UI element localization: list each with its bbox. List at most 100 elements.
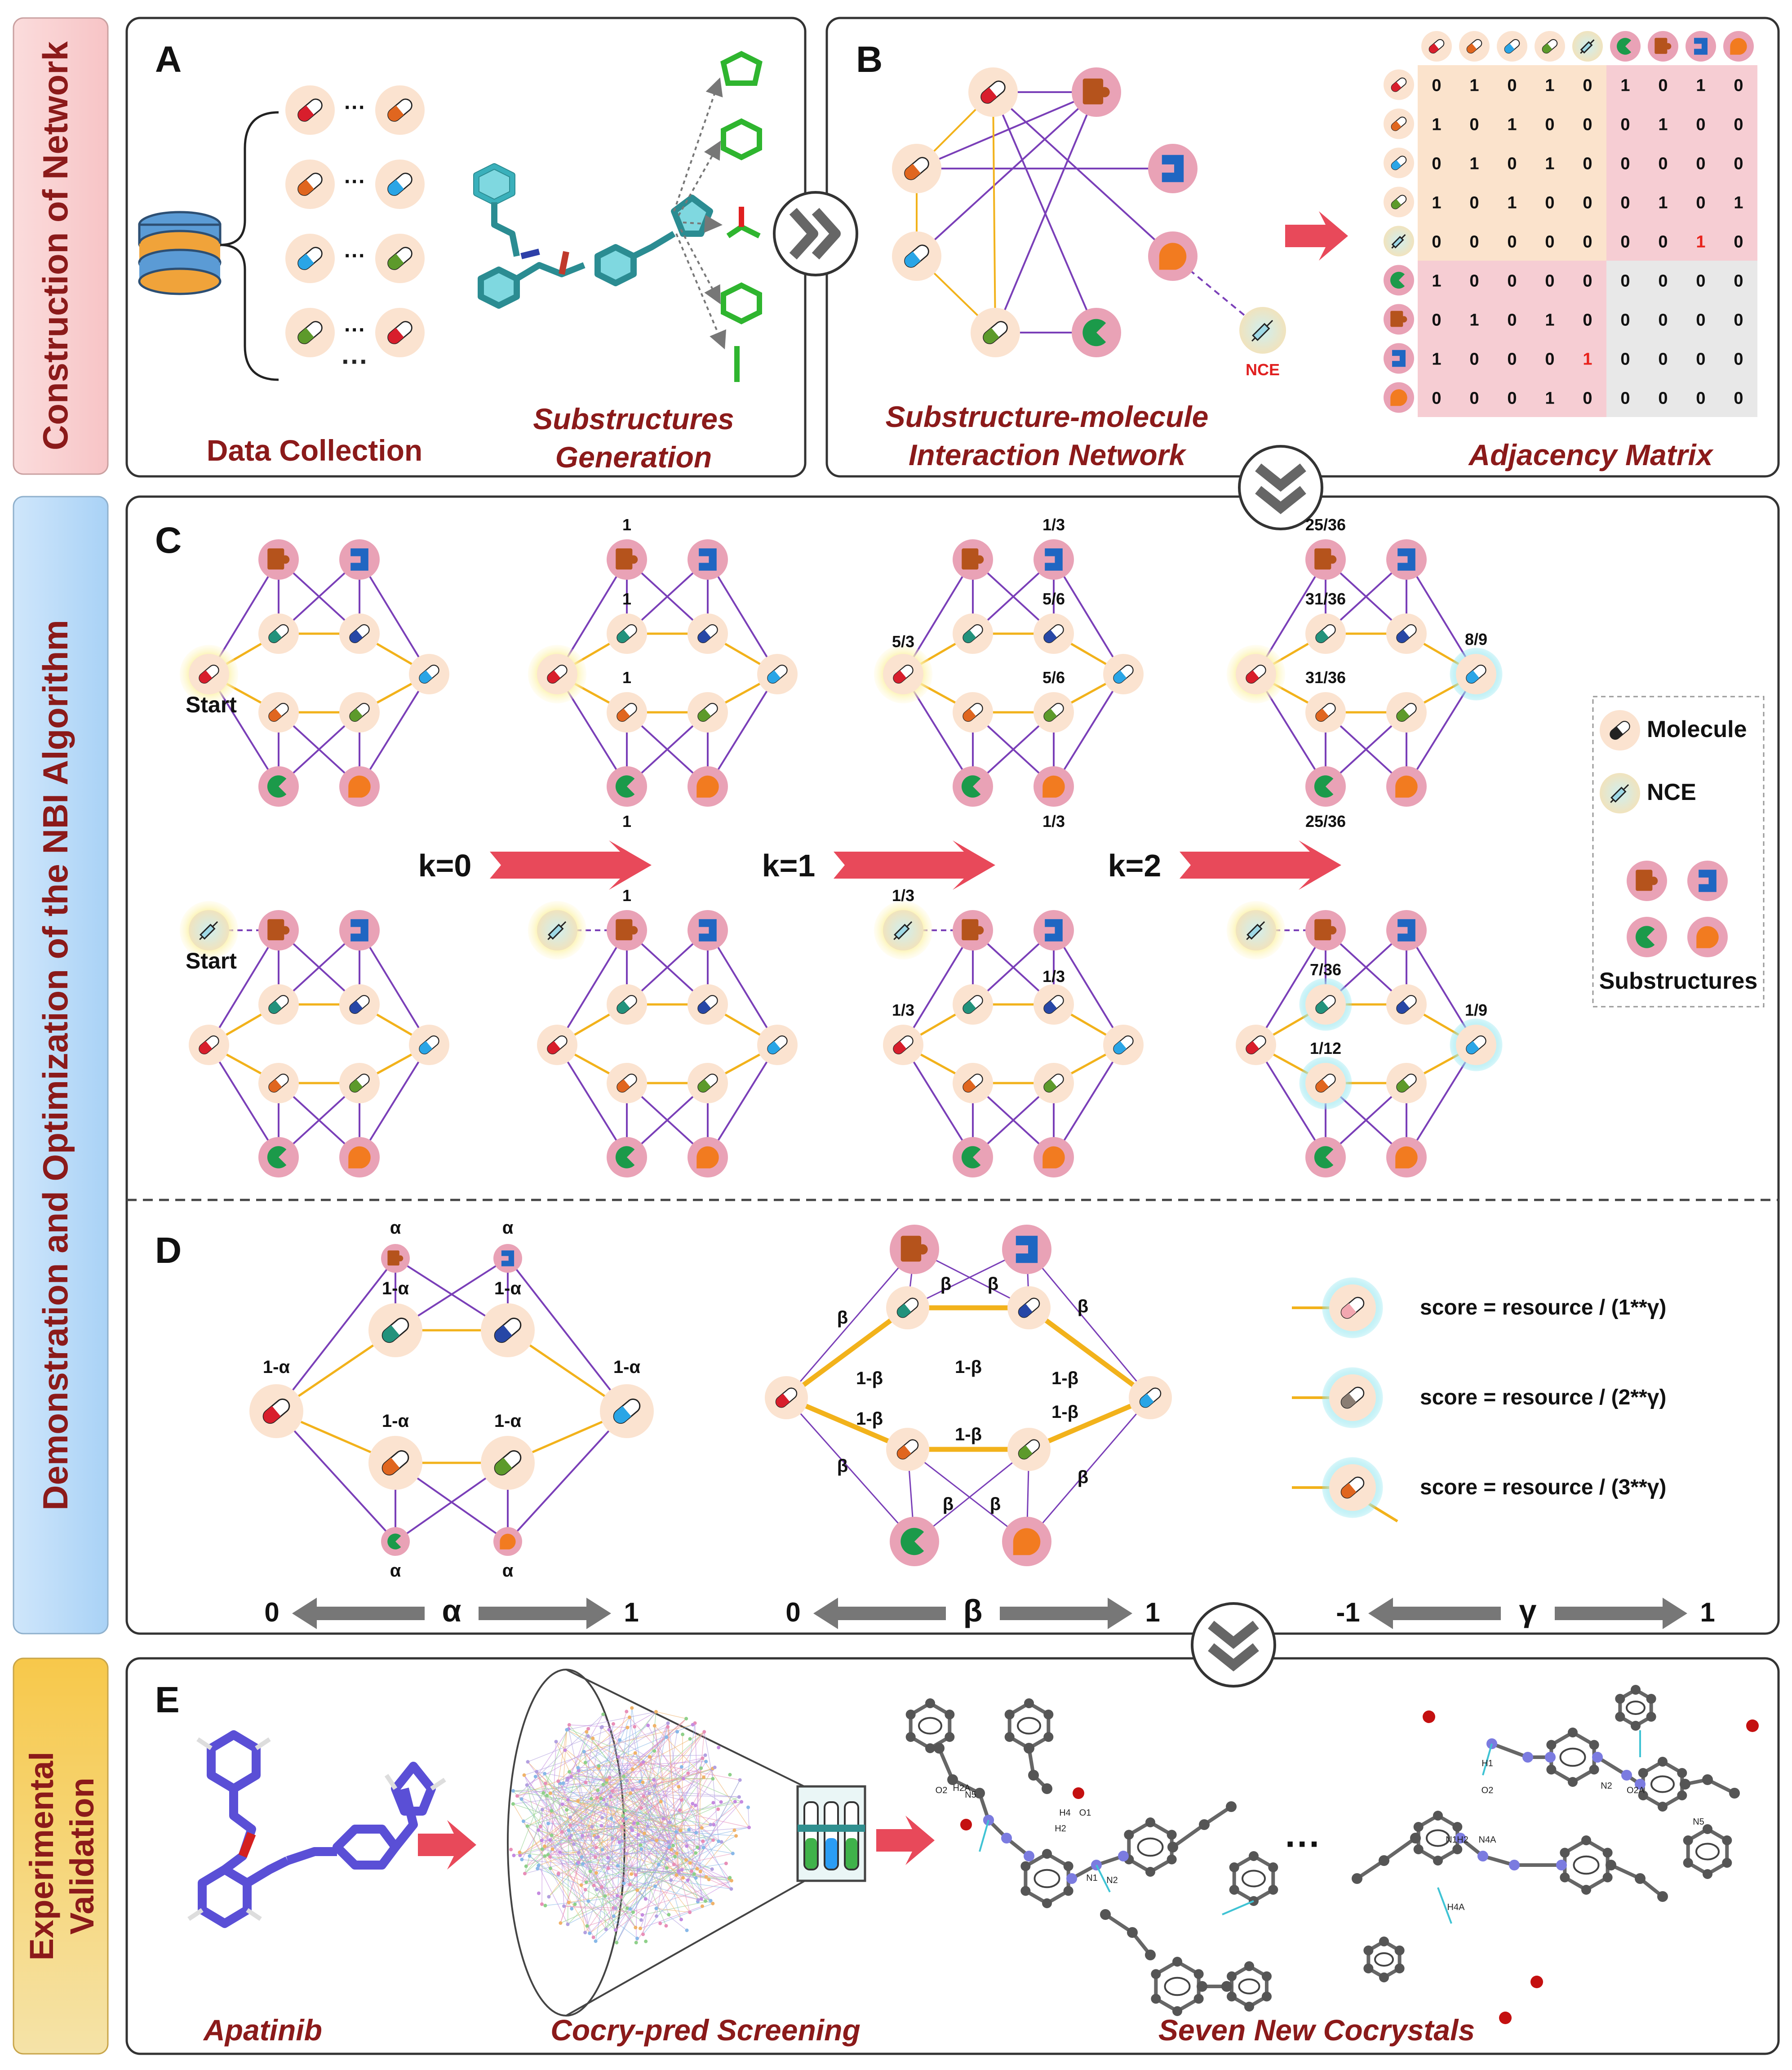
network-node [588, 1931, 592, 1935]
graph-edge [359, 929, 430, 1046]
network-edge [544, 1728, 589, 1847]
network-edge [526, 1785, 543, 1849]
molecule-icon [339, 692, 380, 733]
drop-substructure-icon [339, 766, 380, 807]
atom [1127, 1927, 1138, 1938]
atom [1024, 1698, 1034, 1708]
network-edge [567, 1729, 719, 1842]
graph-edge [785, 1395, 909, 1452]
node-value-label: 1/9 [1465, 1001, 1487, 1019]
network-edge [542, 1778, 684, 1850]
matrix-cell: 0 [1507, 350, 1517, 369]
molecule-icon [375, 234, 425, 283]
graph-edge [907, 1448, 1027, 1542]
crescent-substructure-icon [258, 1137, 299, 1177]
drop-substructure-icon [1148, 231, 1198, 281]
red-arrow-icon [1285, 211, 1348, 261]
propagation-graph [874, 539, 1144, 807]
node-value-label: 1 [622, 886, 631, 905]
network-node [630, 1872, 634, 1876]
network-edge [527, 1785, 667, 1869]
network-node [592, 1883, 596, 1888]
atom [1615, 1694, 1625, 1704]
node-value-label: 1-β [955, 1357, 982, 1377]
matrix-cell: 0 [1432, 233, 1441, 252]
network-edge [622, 1708, 633, 1821]
network-edge [713, 1801, 736, 1825]
puzzle-substructure-icon [890, 1225, 939, 1274]
network-node [579, 1883, 583, 1887]
atom-label: H2 [1055, 1824, 1066, 1834]
atom [1020, 1861, 1031, 1871]
atom [1452, 1822, 1463, 1832]
molecule-icon [1129, 1376, 1172, 1419]
atom [1635, 1779, 1646, 1790]
molecule-icon [481, 1303, 535, 1357]
bond [1104, 1913, 1134, 1934]
molecule-icon [1034, 613, 1074, 654]
network-node [520, 1857, 524, 1861]
network-node [612, 1722, 616, 1726]
network-node [625, 1906, 629, 1910]
atom [1066, 1873, 1077, 1884]
aromatic-ring [1695, 1843, 1720, 1861]
red-arrow-icon [418, 1820, 476, 1870]
network-node [621, 1814, 625, 1818]
network-node [685, 1928, 689, 1932]
matrix-cell: 1 [1658, 115, 1668, 134]
network-node [666, 1721, 670, 1725]
atom [1151, 1969, 1161, 1979]
network-node [681, 1876, 685, 1880]
network-edge [517, 1752, 635, 1796]
network-edge [992, 91, 1174, 257]
network-node [647, 1791, 651, 1795]
atom [1606, 1860, 1616, 1870]
step-k2: k=2 [1108, 848, 1162, 883]
network-node [597, 1764, 601, 1768]
matrix-cell: 1 [1545, 389, 1554, 408]
puzzle-substructure-icon [1072, 67, 1121, 117]
network-node [666, 1725, 670, 1729]
network-edge [568, 1728, 742, 1802]
network-edge [584, 1751, 617, 1943]
network-edge [610, 1796, 750, 1828]
network-edge [582, 1827, 750, 1864]
molecule-icon [1034, 1063, 1074, 1103]
matrix-cell: 0 [1583, 272, 1592, 291]
network-node [583, 1888, 587, 1892]
matrix-cell: 0 [1469, 233, 1479, 252]
network-edge [605, 1883, 624, 1897]
aromatic-ring [909, 1701, 952, 1750]
network-node [576, 1766, 580, 1770]
network-node [604, 1803, 608, 1807]
network-node [717, 1839, 721, 1843]
puzzle-substructure-icon [607, 910, 647, 951]
molecule-icon [1386, 984, 1427, 1025]
network-edge [623, 1801, 661, 1821]
network-edge [721, 1842, 733, 1854]
network-node [589, 1797, 593, 1801]
matrix-cell: 0 [1696, 155, 1705, 173]
network-edge [559, 1783, 583, 1836]
node-value-label: 5/6 [1042, 590, 1065, 608]
network-node [540, 1808, 544, 1812]
network-node [652, 1784, 656, 1788]
propagation-graph [528, 901, 798, 1177]
network-node [655, 1914, 659, 1918]
atom-label: O2A [1627, 1786, 1645, 1795]
hook-substructure-icon [688, 910, 728, 951]
network-node [734, 1834, 738, 1838]
network-node [524, 1864, 528, 1868]
nce-syringe-icon [874, 901, 933, 960]
network-node [685, 1844, 689, 1848]
matrix-cell: 0 [1658, 311, 1668, 330]
atom [1227, 1971, 1237, 1981]
network-node [615, 1941, 619, 1945]
network-edge [577, 1732, 705, 1864]
node-value-label: α [502, 1561, 514, 1581]
node-value-label: β [990, 1494, 1001, 1514]
network-node [674, 1873, 679, 1877]
matrix-cell: 0 [1432, 311, 1441, 330]
gamma-score-formula: score = resource / (2**γ) [1420, 1386, 1666, 1409]
